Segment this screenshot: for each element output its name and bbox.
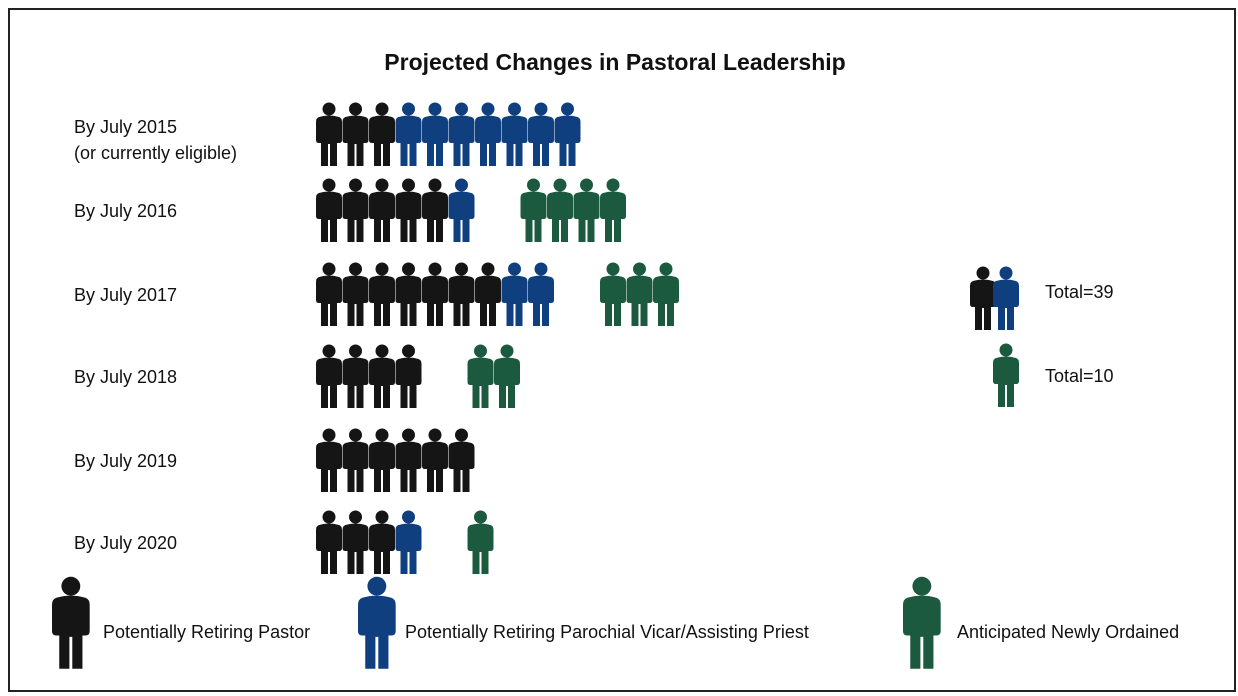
person-icon [395, 102, 422, 166]
frame [8, 8, 1236, 692]
person-icon [395, 344, 422, 408]
person-icon [342, 510, 369, 574]
icon-group [316, 344, 422, 408]
person-icon [316, 102, 342, 166]
person-icon [369, 102, 395, 166]
person-icon [993, 343, 1019, 407]
icon-group [316, 428, 475, 492]
legend-icon [358, 576, 396, 669]
person-icon [316, 178, 342, 242]
person-icon [501, 262, 528, 326]
person-icon [475, 102, 501, 166]
icon-group [467, 344, 520, 408]
icon-group [448, 178, 475, 242]
person-icon [467, 510, 494, 574]
person-icon [369, 262, 395, 326]
icon-group [316, 262, 501, 326]
total-icon [970, 266, 1019, 330]
person-icon [528, 262, 554, 326]
person-icon [448, 428, 475, 492]
person-icon [422, 262, 448, 326]
person-icon [573, 178, 600, 242]
person-icon [342, 344, 369, 408]
person-icon [369, 510, 395, 574]
icon-group [316, 178, 448, 242]
chart-title: Projected Changes in Pastoral Leadership [384, 49, 845, 75]
person-icon [448, 178, 475, 242]
person-icon [369, 178, 395, 242]
icon-group [501, 262, 554, 326]
person-icon [395, 510, 422, 574]
total-label: Total=10 [1045, 366, 1114, 386]
category-label: By July 2016 [74, 201, 178, 221]
category-label: By July 2015 (or currently eligible) [74, 117, 238, 163]
person-icon [342, 102, 369, 166]
person-icon [467, 344, 494, 408]
person-icon [316, 510, 342, 574]
icon-group [316, 510, 395, 574]
person-icon [475, 262, 501, 326]
person-icon [316, 428, 342, 492]
icon-group [520, 178, 626, 242]
person-icon [547, 178, 573, 242]
icon-group [395, 102, 581, 166]
category-label: By July 2020 [74, 533, 178, 553]
legend-label: Potentially Retiring Parochial Vicar/Ass… [405, 622, 809, 642]
legend-icon [903, 576, 941, 669]
person-icon [600, 178, 626, 242]
person-icon [422, 428, 448, 492]
person-icon [970, 266, 996, 330]
person-icon [369, 428, 395, 492]
legend-label: Anticipated Newly Ordained [957, 622, 1179, 642]
person-icon [342, 178, 369, 242]
category-label: By July 2019 [74, 451, 178, 471]
person-icon [993, 266, 1019, 330]
category-label: By July 2017 [74, 285, 178, 305]
icon-group [395, 510, 422, 574]
icon-group [467, 510, 494, 574]
person-icon [494, 344, 520, 408]
icon-group [316, 102, 395, 166]
person-icon [342, 428, 369, 492]
category-label: By July 2018 [74, 367, 178, 387]
person-icon [395, 428, 422, 492]
person-icon [501, 102, 528, 166]
person-icon [448, 102, 475, 166]
person-icon [316, 262, 342, 326]
person-icon [528, 102, 554, 166]
person-icon [395, 262, 422, 326]
legend-label: Potentially Retiring Pastor [103, 622, 310, 642]
person-icon [554, 102, 581, 166]
person-icon [600, 262, 626, 326]
person-icon [395, 178, 422, 242]
person-icon [422, 102, 448, 166]
person-icon [422, 178, 448, 242]
person-icon [520, 178, 547, 242]
person-icon [342, 262, 369, 326]
person-icon [316, 344, 342, 408]
total-icon [993, 343, 1019, 407]
person-icon [448, 262, 475, 326]
person-icon [626, 262, 653, 326]
total-label: Total=39 [1045, 282, 1114, 302]
legend-icon [52, 576, 90, 669]
person-icon [653, 262, 679, 326]
icon-group [600, 262, 679, 326]
person-icon [369, 344, 395, 408]
